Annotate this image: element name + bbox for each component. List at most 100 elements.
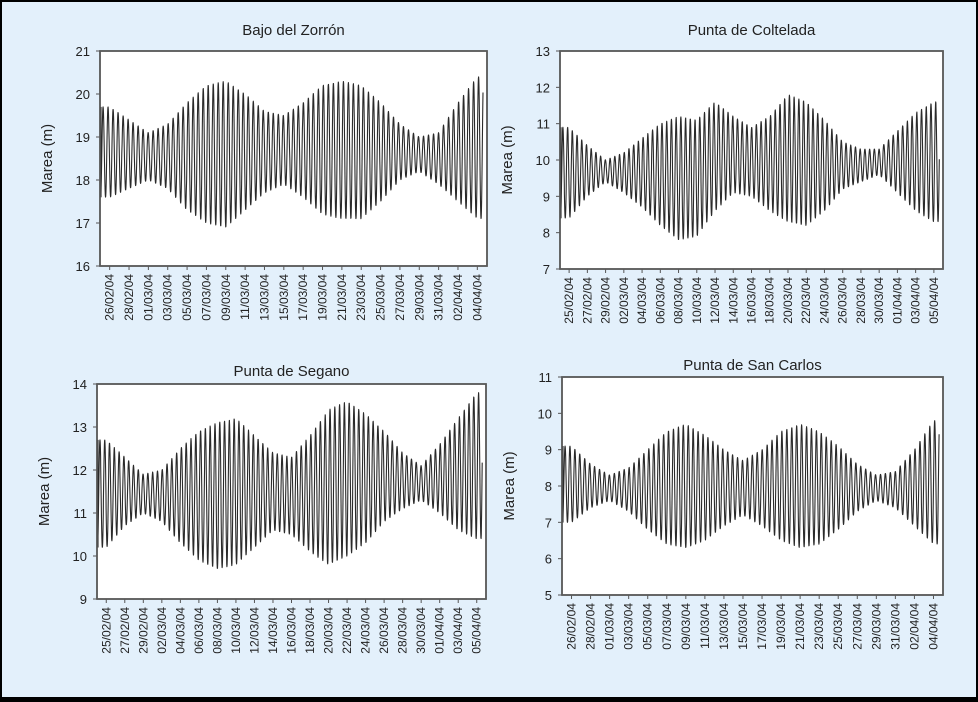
plot-area — [561, 376, 944, 596]
x-tick-label: 11/03/04 — [238, 274, 252, 320]
x-tick-label: 08/03/04 — [210, 607, 224, 654]
x-tick-label: 10/03/04 — [229, 607, 243, 654]
x-tick-label: 12/03/04 — [247, 607, 261, 654]
y-axis-label: Marea (m) — [499, 125, 516, 194]
y-tick-label: 13 — [73, 420, 87, 435]
x-tick-label: 25/03/04 — [831, 603, 845, 650]
x-tick-label: 15/03/04 — [736, 603, 750, 650]
plot-area — [99, 50, 488, 267]
tide-series-line — [100, 76, 484, 228]
x-tick-label: 01/03/04 — [141, 274, 155, 321]
x-tick-label: 29/02/04 — [599, 277, 613, 324]
x-tick-label: 05/03/04 — [180, 274, 194, 321]
y-tick-label: 8 — [545, 479, 552, 494]
y-tick-label: 11 — [74, 506, 88, 521]
plot-frame — [96, 383, 487, 600]
x-tick-label: 21/03/04 — [335, 274, 349, 321]
tide-series-line — [562, 420, 940, 548]
x-tick-label: 07/03/04 — [199, 274, 213, 321]
y-tick-label: 16 — [76, 259, 90, 274]
y-tick-label: 8 — [543, 226, 550, 241]
x-tick-label: 04/04/04 — [470, 274, 484, 321]
tide-series-line — [560, 94, 940, 241]
y-tick-label: 10 — [538, 406, 552, 421]
x-tick-label: 01/04/04 — [433, 607, 447, 654]
plot-frame — [561, 376, 944, 596]
x-tick-label: 28/02/04 — [584, 603, 598, 650]
x-tick-label: 11/03/04 — [698, 603, 712, 649]
x-tick-label: 19/03/04 — [316, 274, 330, 321]
y-tick-label: 13 — [536, 44, 550, 59]
plot-area — [96, 383, 487, 600]
x-tick-label: 31/03/04 — [432, 274, 446, 321]
x-tick-label: 25/03/04 — [374, 274, 388, 321]
x-tick-label: 02/04/04 — [451, 274, 465, 321]
x-tick-label: 14/03/04 — [726, 277, 740, 324]
x-tick-label: 26/03/04 — [836, 277, 850, 324]
x-tick-label: 29/03/04 — [412, 274, 426, 321]
y-tick-label: 21 — [76, 44, 90, 59]
x-tick-label: 29/03/04 — [869, 603, 883, 650]
y-tick-label: 19 — [76, 130, 90, 145]
x-tick-label: 18/03/04 — [303, 607, 317, 654]
x-tick-label: 05/03/04 — [641, 603, 655, 650]
x-tick-label: 20/03/04 — [322, 607, 336, 654]
y-tick-label: 11 — [539, 370, 553, 385]
x-tick-label: 19/03/04 — [774, 603, 788, 650]
x-tick-label: 04/03/04 — [635, 277, 649, 324]
x-tick-label: 03/03/04 — [161, 274, 175, 321]
x-tick-label: 27/02/04 — [580, 277, 594, 324]
y-axis-label: Marea (m) — [501, 451, 518, 520]
plot-frame — [99, 50, 488, 267]
y-tick-label: 6 — [545, 552, 552, 567]
x-tick-label: 24/03/04 — [359, 607, 373, 654]
y-tick-label: 14 — [73, 377, 87, 392]
x-tick-label: 27/03/04 — [850, 603, 864, 650]
x-tick-label: 25/02/04 — [99, 607, 113, 654]
x-tick-label: 30/03/04 — [872, 277, 886, 324]
chart-title: Punta de San Carlos — [683, 357, 821, 374]
x-tick-label: 21/03/04 — [793, 603, 807, 650]
y-tick-label: 9 — [80, 592, 87, 607]
y-tick-label: 7 — [543, 262, 550, 277]
x-tick-label: 09/03/04 — [679, 603, 693, 650]
y-tick-label: 10 — [73, 549, 87, 564]
x-tick-label: 03/03/04 — [622, 603, 636, 650]
y-axis-label: Marea (m) — [39, 124, 56, 193]
x-tick-label: 04/03/04 — [173, 607, 187, 654]
chart-title: Punta de Segano — [234, 363, 350, 380]
x-tick-label: 12/03/04 — [708, 277, 722, 324]
plot-area — [559, 50, 944, 270]
y-tick-label: 12 — [536, 80, 550, 95]
chart-1: Bajo del Zorrón Marea (m) 16 17 18 19 20 21 26/0… — [39, 22, 488, 321]
x-tick-label: 23/03/04 — [354, 274, 368, 321]
x-tick-label: 16/03/04 — [745, 277, 759, 324]
y-tick-label: 12 — [73, 463, 87, 478]
x-tick-label: 28/03/04 — [396, 607, 410, 654]
x-tick-label: 02/04/04 — [907, 603, 921, 650]
x-tick-label: 25/02/04 — [562, 277, 576, 324]
chart-title: Punta de Coltelada — [688, 22, 816, 39]
x-tick-label: 13/03/04 — [257, 274, 271, 321]
y-tick-label: 9 — [545, 443, 552, 458]
y-axis-label: Marea (m) — [36, 457, 53, 526]
y-tick-label: 9 — [543, 189, 550, 204]
x-tick-label: 08/03/04 — [672, 277, 686, 324]
tide-series-line — [97, 392, 483, 569]
x-tick-label: 23/03/04 — [812, 603, 826, 650]
x-tick-label: 10/03/04 — [690, 277, 704, 324]
x-tick-label: 26/03/04 — [377, 607, 391, 654]
chart-3: Punta de Segano Marea (m) 9 10 11 12 13 14 25/02… — [36, 363, 487, 654]
x-tick-label: 31/03/04 — [888, 603, 902, 650]
x-tick-label: 01/04/04 — [890, 277, 904, 324]
x-tick-label: 06/03/04 — [192, 607, 206, 654]
x-tick-label: 05/04/04 — [927, 277, 941, 324]
x-tick-label: 02/03/04 — [617, 277, 631, 324]
y-tick-label: 17 — [76, 216, 90, 231]
x-tick-label: 17/03/04 — [296, 274, 310, 321]
x-tick-label: 07/03/04 — [660, 603, 674, 650]
x-tick-label: 26/02/04 — [103, 274, 117, 321]
x-tick-label: 01/03/04 — [603, 603, 617, 650]
